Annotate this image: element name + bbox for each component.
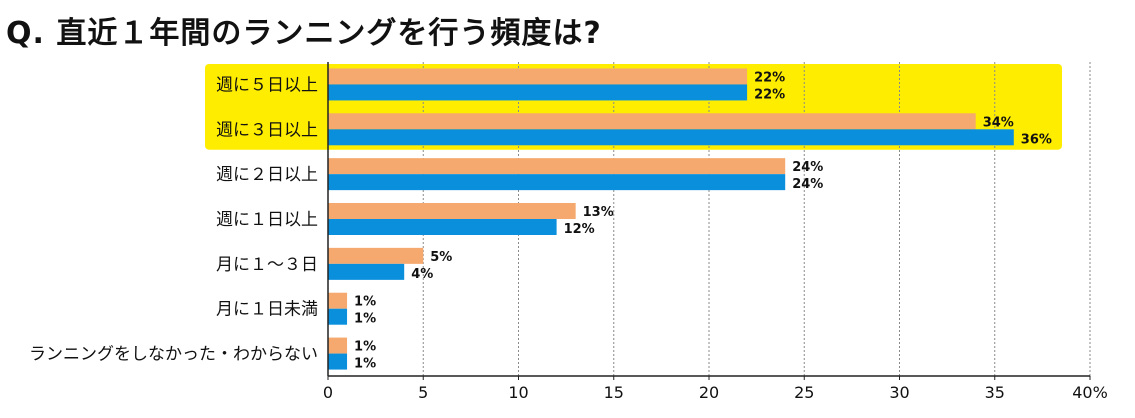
value-label: 1%	[354, 295, 376, 310]
bar-series-a	[328, 292, 348, 309]
bar-series-b	[328, 84, 748, 101]
bar-series-a	[328, 158, 786, 175]
category-label: 週に２日以上	[216, 165, 318, 185]
chart-title: Q. 直近１年間のランニングを行う頻度は?	[6, 16, 602, 51]
category-label: 週に３日以上	[216, 120, 318, 140]
value-label: 13%	[583, 205, 614, 220]
value-label: 24%	[792, 160, 823, 175]
category-label: 週に５日以上	[216, 75, 318, 95]
category-label: 月に１～３日	[216, 255, 318, 275]
x-tick-label: 0	[323, 383, 333, 402]
bar-series-b	[328, 219, 557, 235]
value-label: 1%	[354, 357, 376, 372]
x-tick-label: 20	[699, 383, 719, 402]
category-label: 週に１日以上	[216, 210, 318, 230]
bar-series-b	[328, 129, 1014, 146]
value-label: 5%	[430, 250, 452, 265]
category-label: 月に１日未満	[216, 300, 318, 320]
x-tick-label: 30	[889, 383, 909, 402]
bar-series-b	[328, 353, 348, 370]
bar-series-a	[328, 247, 424, 264]
bar-series-a	[328, 203, 576, 219]
x-tick-label: 25	[794, 383, 814, 402]
x-tick-label: 35	[985, 383, 1005, 402]
bar-series-a	[328, 337, 348, 354]
category-label: ランニングをしなかった・わからない	[29, 345, 318, 365]
x-tick-label: 5	[418, 383, 428, 402]
value-label: 4%	[411, 267, 433, 282]
value-label: 1%	[354, 340, 376, 355]
x-tick-label: 10	[508, 383, 528, 402]
bar-series-a	[328, 113, 976, 130]
bar-series-b	[328, 263, 405, 280]
value-label: 36%	[1021, 132, 1052, 147]
value-label: 12%	[564, 222, 595, 237]
bar-series-b	[328, 174, 786, 191]
bar-series-b	[328, 308, 348, 325]
value-label: 22%	[754, 70, 785, 85]
value-label: 24%	[792, 177, 823, 192]
value-label: 22%	[754, 87, 785, 102]
value-label: 1%	[354, 312, 376, 327]
value-label: 34%	[983, 115, 1014, 130]
x-tick-label: 40%	[1072, 383, 1108, 402]
bar-series-a	[328, 68, 748, 85]
x-tick-label: 15	[604, 383, 624, 402]
